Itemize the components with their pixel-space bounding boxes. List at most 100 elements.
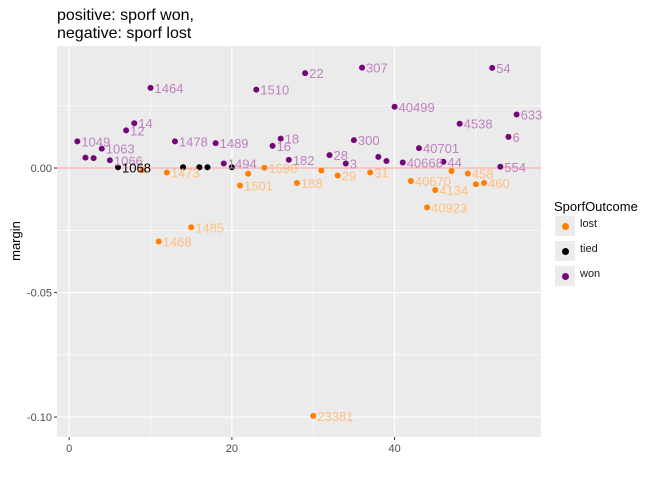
data-point-won xyxy=(375,153,382,160)
data-point-won xyxy=(415,145,422,152)
legend-key-won xyxy=(555,266,575,286)
point-label: 1468 xyxy=(163,235,192,250)
point-label: 40670 xyxy=(415,174,451,189)
data-point-won xyxy=(497,163,504,170)
point-label: 460 xyxy=(488,176,510,191)
data-point-lost xyxy=(424,204,431,211)
y-tick-label: -0.05 xyxy=(27,288,52,300)
data-point-lost xyxy=(155,238,162,245)
point-label: 40701 xyxy=(423,141,459,156)
data-point-won xyxy=(269,142,276,149)
lost-dot-icon xyxy=(562,223,569,230)
point-label: 1494 xyxy=(228,157,257,172)
point-label: 1049 xyxy=(81,134,110,149)
chart-title-line-1: positive: sporf won, xyxy=(57,7,194,24)
point-label: 307 xyxy=(366,61,388,76)
data-point-won xyxy=(147,84,154,91)
point-label: 29 xyxy=(342,169,356,184)
legend-key-lost xyxy=(555,216,575,236)
data-point-won xyxy=(220,160,227,167)
point-label: 40668 xyxy=(407,156,443,171)
point-label: 633 xyxy=(521,107,543,122)
point-label: 1501 xyxy=(244,178,273,193)
data-point-won xyxy=(350,137,357,144)
data-point-lost xyxy=(163,169,170,176)
data-point-lost xyxy=(245,170,252,177)
point-label: 18 xyxy=(285,132,299,147)
data-point-won xyxy=(171,138,178,145)
point-label: 300 xyxy=(358,133,380,148)
point-label: 188 xyxy=(301,176,323,191)
data-point-won xyxy=(131,120,138,127)
point-label: 4134 xyxy=(439,183,468,198)
point-label: 458 xyxy=(472,167,494,182)
point-label: 12 xyxy=(130,123,144,138)
data-point-lost xyxy=(188,224,195,231)
legend: SporfOutcome lost tied won xyxy=(554,199,638,289)
data-point-lost xyxy=(318,167,325,174)
won-dot-icon xyxy=(562,273,569,280)
y-axis: 0.00 -0.05 -0.10 xyxy=(27,163,57,424)
legend-key-tied xyxy=(555,241,575,261)
data-point-won xyxy=(90,155,97,162)
data-point-won xyxy=(277,135,284,142)
point-label: 1063 xyxy=(106,142,135,157)
data-point-won xyxy=(399,159,406,166)
data-point-won xyxy=(489,64,496,71)
data-point-won xyxy=(82,154,89,161)
point-label: 54 xyxy=(496,61,510,76)
legend-label-won: won xyxy=(580,268,601,280)
point-label: 554 xyxy=(504,160,526,175)
data-point-tied xyxy=(180,164,187,171)
y-tick-label: -0.10 xyxy=(27,412,52,424)
data-point-won xyxy=(383,158,390,165)
data-point-lost xyxy=(432,186,439,193)
data-point-tied xyxy=(196,164,203,171)
point-label: 4538 xyxy=(464,117,493,132)
data-point-tied xyxy=(115,164,122,171)
x-axis: 0 20 40 xyxy=(66,437,401,455)
data-point-won xyxy=(253,86,260,93)
legend-item-lost: lost xyxy=(554,216,638,239)
point-label: 31 xyxy=(374,166,388,181)
data-point-lost xyxy=(407,177,414,184)
data-point-won xyxy=(98,145,105,152)
point-label: 1473 xyxy=(171,166,200,181)
data-point-lost xyxy=(237,182,244,189)
plot-panel xyxy=(57,46,541,437)
point-label: 44 xyxy=(447,155,461,170)
data-point-won xyxy=(302,70,309,77)
data-point-lost xyxy=(464,170,471,177)
data-point-lost xyxy=(367,169,374,176)
point-label: 1478 xyxy=(179,134,208,149)
data-point-tied xyxy=(228,164,235,171)
point-label: 3 xyxy=(350,157,357,172)
point-label: 1464 xyxy=(155,81,184,96)
x-tick-label: 40 xyxy=(388,443,400,455)
data-point-lost xyxy=(472,181,479,188)
point-label: 1485 xyxy=(195,220,224,235)
legend-label-tied: tied xyxy=(580,243,598,255)
data-point-won xyxy=(123,127,130,134)
data-point-won xyxy=(74,138,81,145)
data-point-lost xyxy=(139,167,146,174)
point-label: 28 xyxy=(334,148,348,163)
data-point-won xyxy=(326,152,333,159)
data-point-lost xyxy=(261,164,268,171)
point-label: 14 xyxy=(138,116,152,131)
data-point-won xyxy=(342,160,349,167)
data-point-won xyxy=(440,158,447,165)
point-label: 40499 xyxy=(399,100,435,115)
data-point-tied xyxy=(204,164,211,171)
legend-label-lost: lost xyxy=(580,218,598,230)
point-label: 22 xyxy=(309,66,323,81)
data-point-won xyxy=(456,120,463,127)
data-point-won xyxy=(212,140,219,147)
point-label: 23381 xyxy=(317,409,353,424)
data-point-won xyxy=(513,111,520,118)
data-points xyxy=(74,64,520,419)
point-label: 1068 xyxy=(122,160,151,175)
data-point-lost xyxy=(448,168,455,175)
tied-dot-icon xyxy=(562,248,569,255)
